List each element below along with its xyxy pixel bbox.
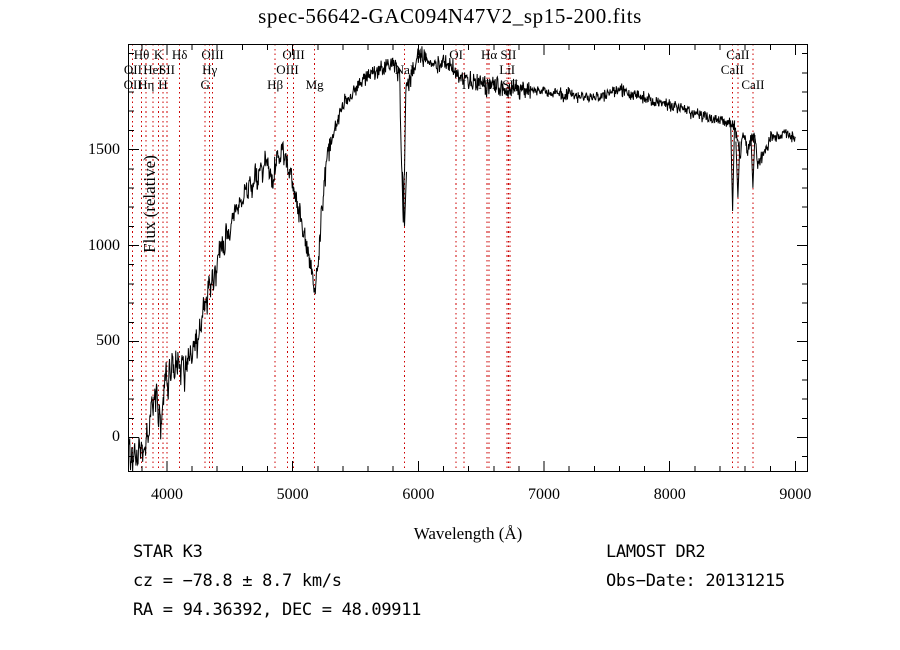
- x-tick-label: 6000: [402, 486, 435, 503]
- spectral-line-label: H: [158, 77, 168, 92]
- spectral-line-label: CaII: [720, 62, 744, 77]
- spectral-line-label: Hγ: [202, 62, 218, 77]
- spectral-line-label: LiI: [499, 62, 516, 77]
- spectral-line-label: Mg: [305, 77, 324, 92]
- x-tick-label: 5000: [276, 486, 309, 503]
- spectral-line-label: G: [200, 77, 210, 92]
- y-tick-label: 1000: [88, 236, 120, 254]
- x-tick-label: 8000: [653, 486, 686, 503]
- metadata-row: Obs−Date: 20131215: [606, 571, 785, 591]
- metadata-row: LAMOST DR2: [606, 542, 706, 562]
- y-tick-label: 0: [112, 428, 120, 446]
- spectral-line-label: SII: [502, 77, 519, 92]
- spectral-line-label: NaI: [394, 62, 415, 77]
- spectral-line-label: SII: [500, 47, 517, 62]
- spectral-line-label: HeI: [143, 62, 163, 77]
- page-title: spec-56642-GAC094N47V2_sp15-200.fits: [258, 4, 642, 28]
- y-axis-label: Flux (relative): [140, 155, 159, 253]
- spectral-line-label: OI: [449, 47, 463, 62]
- metadata-row: STAR K3: [133, 542, 203, 562]
- x-tick-label: 4000: [150, 486, 183, 503]
- spectral-line-label: OIII: [201, 47, 224, 62]
- spectral-line-label: OIII: [276, 62, 299, 77]
- spectral-line-label: CaII: [726, 47, 750, 62]
- spectral-line-label: OII: [123, 77, 142, 92]
- spectral-line-label: I: [461, 77, 467, 92]
- y-tick-label: 500: [96, 332, 120, 350]
- spectrum-canvas: [128, 44, 808, 472]
- spectral-line-label: OII: [123, 62, 142, 77]
- spectral-line-label: K: [153, 47, 164, 62]
- spectral-line-label: CaII: [741, 77, 765, 92]
- spectral-line-label: OIII: [282, 47, 305, 62]
- spectrum-plot: 4000 5000 6000 7000 8000 9000 0 500 1000 1500 OII…: [88, 44, 811, 543]
- spectral-line-label: Hα: [481, 47, 498, 62]
- metadata-left: STAR K3 cz = −78.8 ± 8.7 km/s RA = 94.3639…: [133, 538, 421, 625]
- x-tick-label: 9000: [779, 486, 812, 503]
- x-axis-label: Wavelength (Å): [413, 524, 523, 543]
- x-tick-label: 7000: [528, 486, 561, 503]
- spectral-line-label: Hβ: [267, 77, 284, 92]
- spectral-line-label: SII: [159, 62, 175, 77]
- spectral-line-label: Hη: [138, 77, 155, 92]
- metadata-right: LAMOST DR2 Obs−Date: 20131215: [606, 538, 785, 596]
- spectral-line-label: Hδ: [171, 47, 188, 62]
- metadata-row: cz = −78.8 ± 8.7 km/s: [133, 571, 342, 591]
- spectral-line-label: Hθ: [133, 47, 150, 62]
- metadata-row: RA = 94.36392, DEC = 48.09911: [133, 600, 422, 620]
- y-tick-label: 1500: [88, 140, 120, 158]
- spectral-line-label: NII: [478, 77, 497, 92]
